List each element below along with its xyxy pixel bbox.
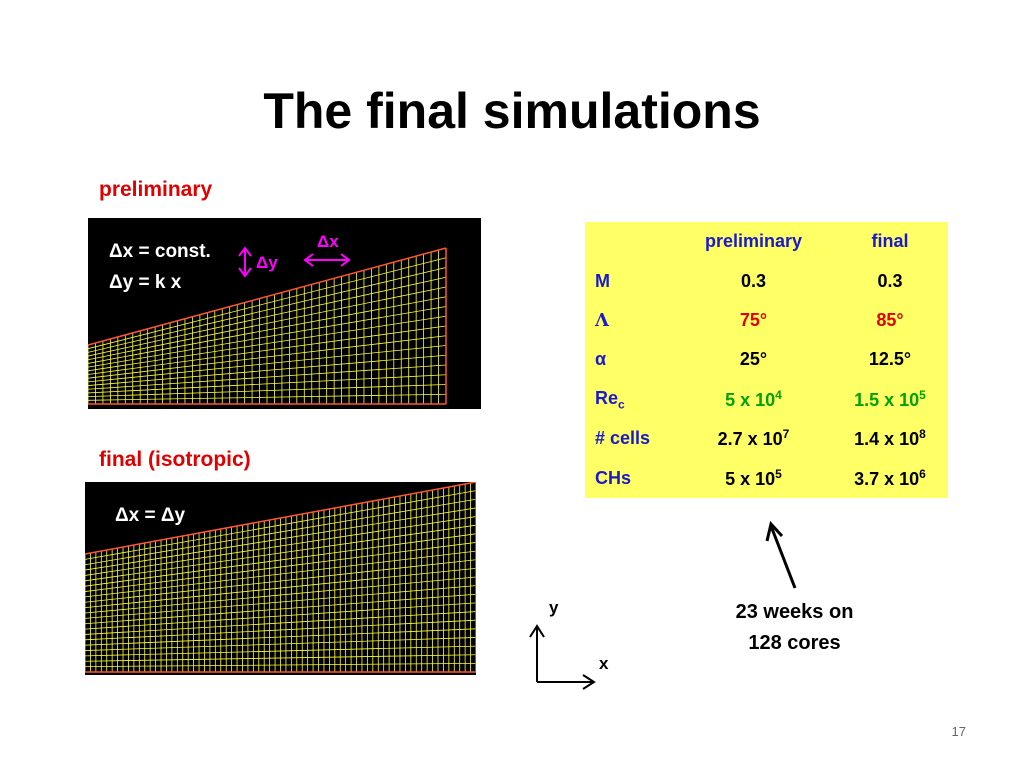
row-label-reynolds-sub: c — [618, 397, 625, 412]
preliminary-mesh-panel: Δx = const. Δy = k x Δy Δx — [88, 218, 481, 409]
table-header-row: preliminary final — [585, 222, 948, 261]
cell-final: 85° — [876, 310, 904, 331]
cell-prelim-exp: 5 — [775, 466, 782, 481]
cell-prelim: 0.3 — [740, 270, 766, 291]
table-row: # cells 2.7 x 107 1.4 x 108 — [585, 419, 948, 458]
preliminary-mesh — [88, 247, 447, 405]
final-dx-dy-rule: Δx = Δy — [115, 505, 186, 526]
table-row: CHs 5 x 105 3.7 x 106 — [585, 459, 948, 498]
final-mesh-panel: Δx = Δy — [85, 482, 476, 675]
cell-final: 3.7 x 106 — [832, 459, 948, 498]
table-row: M 0.3 0.3 — [585, 261, 948, 300]
cell-prelim-exp: 7 — [782, 427, 790, 442]
row-label-chs: CHs — [595, 467, 632, 488]
table-row: α 25° 12.5° — [585, 340, 948, 379]
preliminary-dy-rule: Δy = k x — [109, 272, 182, 293]
cell-prelim: 5 x 105 — [675, 459, 832, 498]
dx-label: Δx — [317, 232, 339, 251]
row-label-alpha: α — [595, 349, 607, 370]
row-label-cells: # cells — [595, 428, 651, 449]
compute-note-line2: 128 cores — [748, 632, 841, 654]
cell-prelim-base: 5 x 10 — [725, 389, 776, 410]
parameter-table: preliminary final M 0.3 0.3 Λ 75° 85° α … — [585, 222, 948, 498]
spacing-arrows — [238, 246, 351, 278]
cell-final-exp: 6 — [919, 466, 926, 481]
compute-note-line1: 23 weeks on — [735, 601, 854, 623]
preliminary-dx-rule: Δx = const. — [109, 241, 211, 262]
cell-prelim-exp: 4 — [775, 387, 782, 402]
table-header-preliminary: preliminary — [704, 231, 802, 252]
final-heading: final (isotropic) — [99, 448, 251, 471]
preliminary-heading: preliminary — [99, 178, 213, 201]
row-label-reynolds: Rec — [585, 380, 675, 419]
cell-prelim-base: 2.7 x 10 — [717, 429, 783, 450]
row-label-sweep: Λ — [595, 310, 609, 332]
table-header-final: final — [871, 231, 909, 252]
cell-final-base: 1.4 x 10 — [854, 429, 920, 450]
page-number: 17 — [951, 724, 966, 739]
cell-final-base: 1.5 x 10 — [854, 389, 920, 410]
y-axis-label: y — [549, 598, 559, 617]
slide-title: The final simulations — [263, 83, 761, 139]
cell-final: 1.5 x 105 — [832, 380, 948, 419]
cell-prelim-base: 5 x 10 — [725, 468, 776, 489]
cell-final: 12.5° — [868, 349, 912, 370]
cell-prelim: 5 x 104 — [675, 380, 832, 419]
cell-final-base: 3.7 x 10 — [854, 468, 920, 489]
cell-prelim: 75° — [739, 310, 768, 331]
row-label-mach: M — [595, 270, 610, 291]
compute-note: 23 weeks on 128 cores — [712, 597, 877, 659]
cell-prelim: 2.7 x 107 — [675, 419, 832, 458]
final-mesh — [85, 482, 476, 673]
cell-final: 0.3 — [877, 270, 903, 291]
row-label-reynolds-base: Re — [595, 387, 619, 408]
dy-label: Δy — [256, 253, 278, 272]
table-row: Λ 75° 85° — [585, 301, 948, 340]
table-row: Rec 5 x 104 1.5 x 105 — [585, 380, 948, 419]
cell-final-exp: 8 — [919, 427, 926, 442]
x-axis-label: x — [599, 654, 609, 673]
cell-prelim: 25° — [739, 349, 768, 370]
cell-final: 1.4 x 108 — [832, 419, 948, 458]
cell-final-exp: 5 — [919, 387, 926, 402]
